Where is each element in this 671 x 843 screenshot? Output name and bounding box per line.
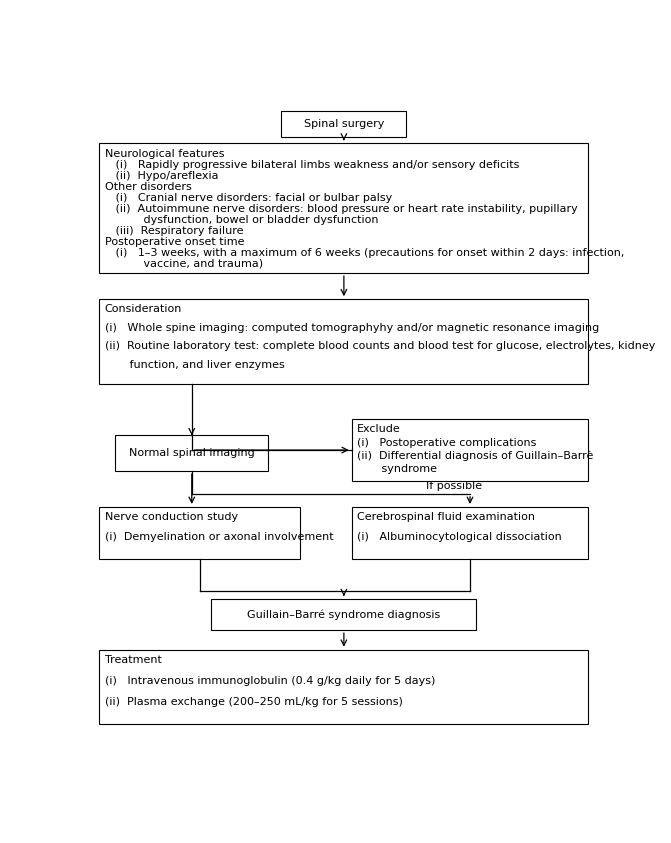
Text: (i)   Whole spine imaging: computed tomographyhy and/or magnetic resonance imagi: (i) Whole spine imaging: computed tomogr… bbox=[105, 323, 599, 333]
Text: (i)   1–3 weeks, with a maximum of 6 weeks (precautions for onset within 2 days:: (i) 1–3 weeks, with a maximum of 6 weeks… bbox=[105, 248, 624, 258]
Text: (ii)  Differential diagnosis of Guillain–Barrè: (ii) Differential diagnosis of Guillain–… bbox=[357, 451, 593, 461]
Text: Postoperative onset time: Postoperative onset time bbox=[105, 237, 244, 247]
FancyBboxPatch shape bbox=[99, 507, 300, 559]
Text: (ii)  Routine laboratory test: complete blood counts and blood test for glucose,: (ii) Routine laboratory test: complete b… bbox=[105, 341, 655, 352]
Text: (i)   Intravenous immunoglobulin (0.4 g/kg daily for 5 days): (i) Intravenous immunoglobulin (0.4 g/kg… bbox=[105, 676, 435, 686]
Text: (ii)  Hypo/areflexia: (ii) Hypo/areflexia bbox=[105, 170, 218, 180]
Text: (ii)  Autoimmune nerve disorders: blood pressure or heart rate instability, pupi: (ii) Autoimmune nerve disorders: blood p… bbox=[105, 204, 578, 213]
Text: (iii)  Respiratory failure: (iii) Respiratory failure bbox=[105, 226, 243, 236]
Text: function, and liver enzymes: function, and liver enzymes bbox=[105, 360, 285, 369]
Text: (i)   Postoperative complications: (i) Postoperative complications bbox=[357, 438, 536, 448]
FancyBboxPatch shape bbox=[282, 111, 407, 137]
FancyBboxPatch shape bbox=[211, 599, 476, 631]
Text: (i)  Demyelination or axonal involvement: (i) Demyelination or axonal involvement bbox=[105, 533, 333, 542]
Text: syndrome: syndrome bbox=[357, 464, 437, 474]
Text: (i)   Rapidly progressive bilateral limbs weakness and/or sensory deficits: (i) Rapidly progressive bilateral limbs … bbox=[105, 159, 519, 169]
Text: dysfunction, bowel or bladder dysfunction: dysfunction, bowel or bladder dysfunctio… bbox=[105, 215, 378, 225]
Text: Neurological features: Neurological features bbox=[105, 148, 224, 158]
Text: If possible: If possible bbox=[426, 481, 482, 491]
Text: Treatment: Treatment bbox=[105, 655, 162, 665]
Text: Normal spinal imaging: Normal spinal imaging bbox=[129, 448, 255, 459]
Text: Other disorders: Other disorders bbox=[105, 181, 191, 191]
Text: Consideration: Consideration bbox=[105, 304, 182, 314]
Text: vaccine, and trauma): vaccine, and trauma) bbox=[105, 259, 263, 269]
FancyBboxPatch shape bbox=[115, 436, 268, 471]
FancyBboxPatch shape bbox=[99, 650, 588, 724]
Text: Guillain–Barré syndrome diagnosis: Guillain–Barré syndrome diagnosis bbox=[247, 609, 441, 620]
Text: Nerve conduction study: Nerve conduction study bbox=[105, 512, 238, 522]
Text: Cerebrospinal fluid examination: Cerebrospinal fluid examination bbox=[357, 512, 535, 522]
Text: (ii)  Plasma exchange (200–250 mL/kg for 5 sessions): (ii) Plasma exchange (200–250 mL/kg for … bbox=[105, 697, 403, 707]
Text: (i)   Albuminocytological dissociation: (i) Albuminocytological dissociation bbox=[357, 533, 562, 542]
Text: Spinal surgery: Spinal surgery bbox=[304, 119, 384, 129]
FancyBboxPatch shape bbox=[352, 419, 588, 481]
FancyBboxPatch shape bbox=[352, 507, 588, 559]
FancyBboxPatch shape bbox=[99, 143, 588, 273]
Text: (i)   Cranial nerve disorders: facial or bulbar palsy: (i) Cranial nerve disorders: facial or b… bbox=[105, 193, 392, 202]
Text: Exclude: Exclude bbox=[357, 424, 401, 434]
FancyBboxPatch shape bbox=[99, 299, 588, 384]
